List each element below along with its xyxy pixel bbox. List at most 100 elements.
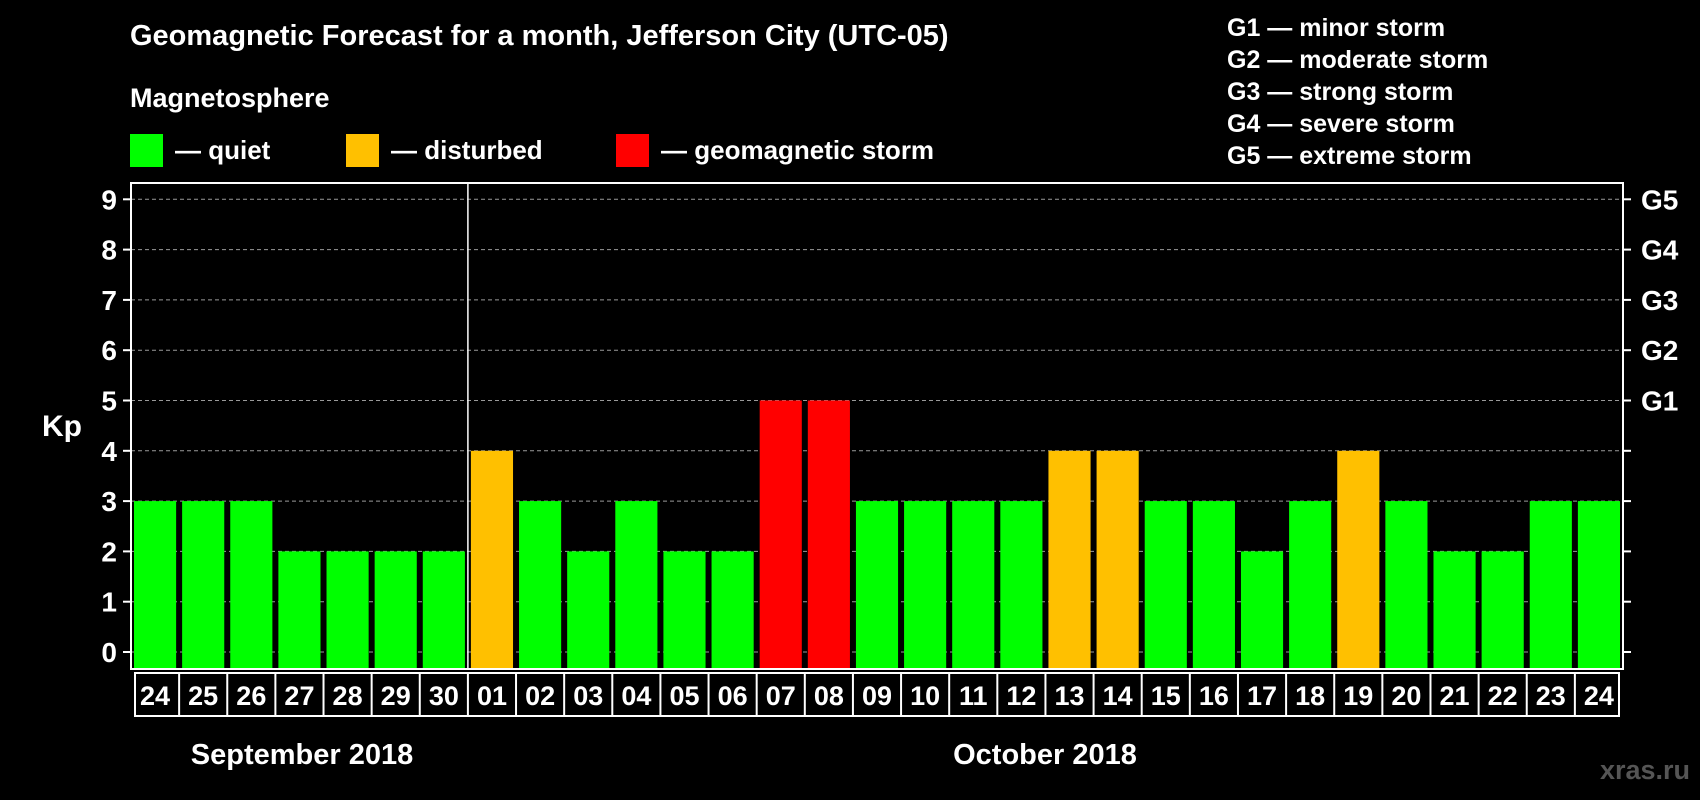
- x-tick-label: 19: [1343, 681, 1373, 711]
- bar-5: [326, 551, 369, 668]
- bar-10: [567, 551, 610, 668]
- chart-title: Geomagnetic Forecast for a month, Jeffer…: [130, 20, 949, 52]
- x-tick-label: 17: [1247, 681, 1277, 711]
- bar-17: [904, 501, 947, 668]
- y-tick-label: 3: [101, 486, 117, 517]
- right-axis-label-g1: G1: [1641, 386, 1678, 417]
- month-label: October 2018: [953, 739, 1137, 771]
- x-tick-label: 03: [573, 681, 603, 711]
- bar-18: [952, 501, 995, 668]
- bar-4: [278, 551, 321, 668]
- bar-20: [1048, 450, 1091, 668]
- y-tick-label: 8: [101, 235, 117, 266]
- bar-26: [1337, 450, 1380, 668]
- bar-15: [807, 400, 850, 668]
- bar-23: [1192, 501, 1235, 668]
- legend-item-storm: — geomagnetic storm: [616, 133, 934, 167]
- x-tick-label: 01: [477, 681, 507, 711]
- legend-item-quiet: — quiet: [130, 133, 270, 167]
- y-tick-label: 6: [101, 335, 117, 366]
- bar-13: [711, 551, 754, 668]
- y-tick-label: 7: [101, 285, 117, 316]
- y-axis-label: Kp: [42, 410, 82, 443]
- bar-29: [1481, 551, 1524, 668]
- x-tick-label: 16: [1199, 681, 1229, 711]
- legend-item-disturbed: — disturbed: [346, 133, 543, 167]
- storm-scale-g5: G5 — extreme storm: [1227, 142, 1472, 170]
- storm-scale-legend: G1 — minor storm G2 — moderate storm G3 …: [1227, 12, 1488, 172]
- plot-frame: [130, 182, 1624, 670]
- bar-14: [759, 400, 802, 668]
- x-tick-label: 24: [1584, 681, 1614, 711]
- legend-label-disturbed: — disturbed: [391, 134, 543, 165]
- x-tick-label: 12: [1006, 681, 1036, 711]
- legend-swatch-disturbed: [346, 133, 379, 167]
- month-label: September 2018: [191, 739, 413, 771]
- storm-scale-g1: G1 — minor storm: [1227, 14, 1446, 42]
- bar-16: [855, 501, 899, 668]
- bar-31: [1577, 501, 1620, 668]
- legend-swatch-quiet: [130, 133, 163, 167]
- x-tick-label: 21: [1440, 681, 1470, 711]
- x-tick-label: 13: [1054, 681, 1084, 711]
- date-strip: [134, 672, 1620, 717]
- x-tick-label: 04: [621, 681, 651, 711]
- y-tick-label: 0: [101, 637, 117, 668]
- right-axis-label-g2: G2: [1641, 335, 1678, 366]
- legend-label-quiet: — quiet: [175, 134, 271, 165]
- y-tick-label: 2: [101, 536, 117, 567]
- right-axis-label-g3: G3: [1641, 285, 1678, 316]
- bar-12: [663, 551, 706, 668]
- x-tick-label: 29: [381, 681, 411, 711]
- x-tick-label: 27: [284, 681, 314, 711]
- bar-6: [374, 551, 417, 668]
- x-tick-label: 20: [1391, 681, 1421, 711]
- bar-7: [422, 551, 465, 668]
- watermark: xras.ru: [1599, 755, 1690, 785]
- bar-30: [1529, 501, 1572, 668]
- x-tick-label: 10: [910, 681, 940, 711]
- bar-8: [470, 450, 514, 668]
- y-tick-label: 9: [101, 184, 117, 215]
- x-tick-label: 26: [236, 681, 266, 711]
- storm-scale-g2: G2 — moderate storm: [1227, 46, 1489, 74]
- x-tick-label: 05: [669, 681, 699, 711]
- y-tick-label: 5: [101, 386, 117, 417]
- x-tick-label: 22: [1488, 681, 1518, 711]
- x-tick-label: 28: [333, 681, 363, 711]
- legend-title: Magnetosphere: [130, 83, 330, 113]
- y-tick-label: 4: [101, 436, 117, 467]
- legend-swatch-storm: [616, 133, 649, 167]
- legend-label-storm: — geomagnetic storm: [661, 134, 935, 165]
- bar-22: [1144, 501, 1187, 668]
- bar-27: [1385, 501, 1428, 668]
- storm-scale-g3: G3 — strong storm: [1227, 78, 1454, 106]
- bar-25: [1289, 501, 1332, 668]
- bar-24: [1240, 551, 1284, 668]
- right-axis-label-g5: G5: [1641, 184, 1678, 215]
- bar-28: [1433, 551, 1476, 668]
- bar-3: [230, 501, 273, 668]
- x-tick-label: 14: [1103, 681, 1133, 711]
- x-tick-label: 08: [814, 681, 844, 711]
- x-tick-label: 06: [718, 681, 748, 711]
- storm-scale-g4: G4 — severe storm: [1227, 110, 1455, 138]
- x-tick-label: 11: [959, 681, 988, 711]
- x-tick-label: 15: [1151, 681, 1181, 711]
- x-tick-label: 07: [766, 681, 796, 711]
- bar-1: [134, 501, 177, 668]
- x-tick-label: 30: [429, 681, 459, 711]
- bar-11: [615, 501, 658, 668]
- y-tick-label: 1: [101, 587, 117, 618]
- x-tick-label: 23: [1536, 681, 1566, 711]
- bar-2: [182, 501, 225, 668]
- x-tick-label: 02: [525, 681, 555, 711]
- bar-21: [1096, 450, 1139, 668]
- bar-9: [519, 501, 562, 668]
- x-tick-label: 25: [188, 681, 218, 711]
- x-tick-label: 09: [862, 681, 892, 711]
- bar-19: [1000, 501, 1043, 668]
- right-axis-label-g4: G4: [1641, 235, 1679, 266]
- x-tick-label: 24: [140, 681, 170, 711]
